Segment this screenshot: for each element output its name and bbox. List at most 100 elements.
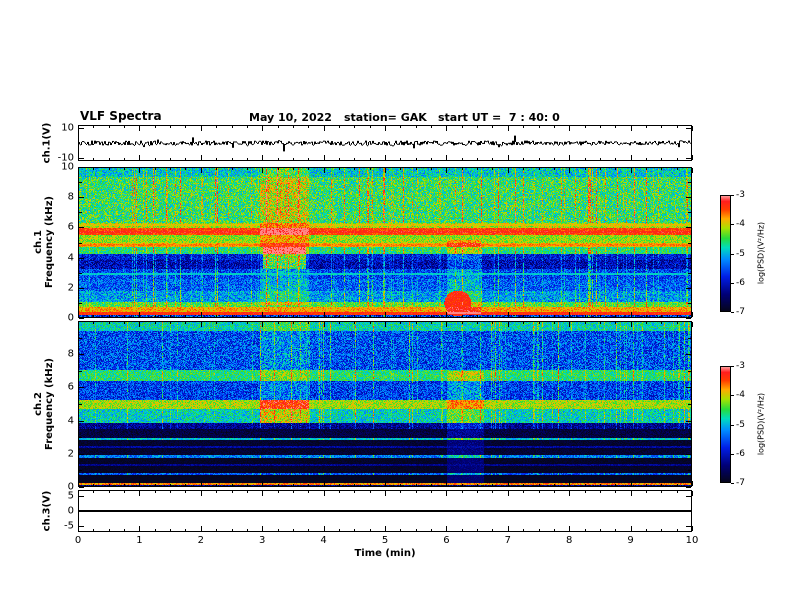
tick-mark xyxy=(246,484,248,486)
tick-mark xyxy=(446,322,448,327)
tick-mark xyxy=(686,487,691,488)
tick-mark xyxy=(461,484,463,486)
tick-mark xyxy=(216,491,218,493)
tick-mark xyxy=(354,126,356,128)
tick-mark xyxy=(78,491,79,496)
tick-mark xyxy=(731,253,734,255)
tick-mark xyxy=(216,126,218,128)
tick-mark xyxy=(553,322,555,324)
tick-mark xyxy=(139,526,141,531)
tick-mark xyxy=(292,484,294,486)
tick-mark xyxy=(731,282,734,284)
tick-mark xyxy=(79,337,82,339)
tick-mark xyxy=(277,322,279,324)
tick-mark xyxy=(154,491,156,493)
tick-mark xyxy=(688,272,691,274)
tick-mark xyxy=(277,529,279,531)
tick-mark xyxy=(385,322,386,327)
tick-mark xyxy=(553,491,555,493)
tick-mark xyxy=(79,227,84,229)
tick-mark xyxy=(523,529,525,531)
tick-mark xyxy=(246,158,248,160)
tick-mark xyxy=(369,168,371,170)
plot-title: VLF Spectra xyxy=(80,109,162,123)
tick-mark xyxy=(170,322,172,324)
tick-mark xyxy=(692,126,693,131)
tick-mark xyxy=(200,322,202,327)
tick-mark xyxy=(446,126,448,131)
tick-mark xyxy=(308,484,310,486)
tick-mark xyxy=(538,484,540,486)
tick-mark xyxy=(615,529,617,531)
y-tick-label: 6 xyxy=(67,221,74,233)
tick-mark xyxy=(688,212,691,214)
tick-mark xyxy=(79,453,84,455)
tick-mark xyxy=(338,484,340,486)
tick-mark xyxy=(385,526,386,531)
tick-mark xyxy=(338,315,340,317)
x-tick-label: 5 xyxy=(381,535,389,546)
tick-mark xyxy=(584,529,586,531)
tick-mark xyxy=(686,526,691,527)
tick-mark xyxy=(338,126,340,128)
tick-mark xyxy=(686,420,691,422)
tick-mark xyxy=(369,126,371,128)
axis-label-text: ch.1(V) xyxy=(41,122,53,164)
colorbar-tick-label: -6 xyxy=(736,277,745,288)
tick-mark xyxy=(185,315,187,317)
tick-mark xyxy=(369,322,371,324)
tick-mark xyxy=(216,322,218,324)
tick-mark xyxy=(338,168,340,170)
tick-mark xyxy=(523,158,525,160)
tick-mark xyxy=(676,491,678,493)
tick-mark xyxy=(170,126,172,128)
tick-mark xyxy=(292,529,294,531)
tick-mark xyxy=(78,155,79,160)
tick-mark xyxy=(461,322,463,324)
tick-mark xyxy=(308,168,310,170)
tick-mark xyxy=(477,484,479,486)
tick-mark xyxy=(615,126,617,128)
tick-mark xyxy=(385,168,386,173)
tick-mark xyxy=(262,168,264,173)
tick-mark xyxy=(599,126,601,128)
tick-mark xyxy=(676,529,678,531)
tick-mark xyxy=(139,322,141,327)
tick-mark xyxy=(599,168,601,170)
colorbar2-units-label: log(PSD)(V²/Hz) xyxy=(756,392,766,456)
tick-mark xyxy=(615,322,617,324)
tick-mark xyxy=(615,168,617,170)
tick-mark xyxy=(461,491,463,493)
tick-mark xyxy=(688,370,691,372)
tick-mark xyxy=(124,529,126,531)
tick-mark xyxy=(216,168,218,170)
tick-mark xyxy=(200,126,202,131)
tick-mark xyxy=(688,470,691,472)
tick-mark xyxy=(108,168,110,170)
tick-mark xyxy=(523,322,525,324)
y-tick-label: 0 xyxy=(67,481,74,493)
tick-mark xyxy=(170,168,172,170)
tick-mark xyxy=(78,481,79,486)
y-tick-label: 10 xyxy=(61,161,74,173)
tick-mark xyxy=(661,126,663,128)
tick-mark xyxy=(431,491,433,493)
x-tick-label: 8 xyxy=(566,535,573,546)
tick-mark xyxy=(277,158,279,160)
y-tick-label: 0 xyxy=(67,505,74,517)
y-tick-label: 0 xyxy=(67,312,74,324)
tick-mark xyxy=(686,257,691,259)
y-tick-label: -10 xyxy=(57,152,74,164)
tick-mark xyxy=(630,126,632,131)
tick-mark xyxy=(108,322,110,324)
y-tick-label: 8 xyxy=(67,348,74,360)
tick-mark xyxy=(492,168,494,170)
tick-mark xyxy=(246,168,248,170)
tick-mark xyxy=(686,354,691,356)
y-tick-label: 6 xyxy=(67,381,74,393)
tick-mark xyxy=(492,315,494,317)
tick-mark xyxy=(584,158,586,160)
tick-mark xyxy=(686,128,691,129)
tick-mark xyxy=(79,437,82,439)
